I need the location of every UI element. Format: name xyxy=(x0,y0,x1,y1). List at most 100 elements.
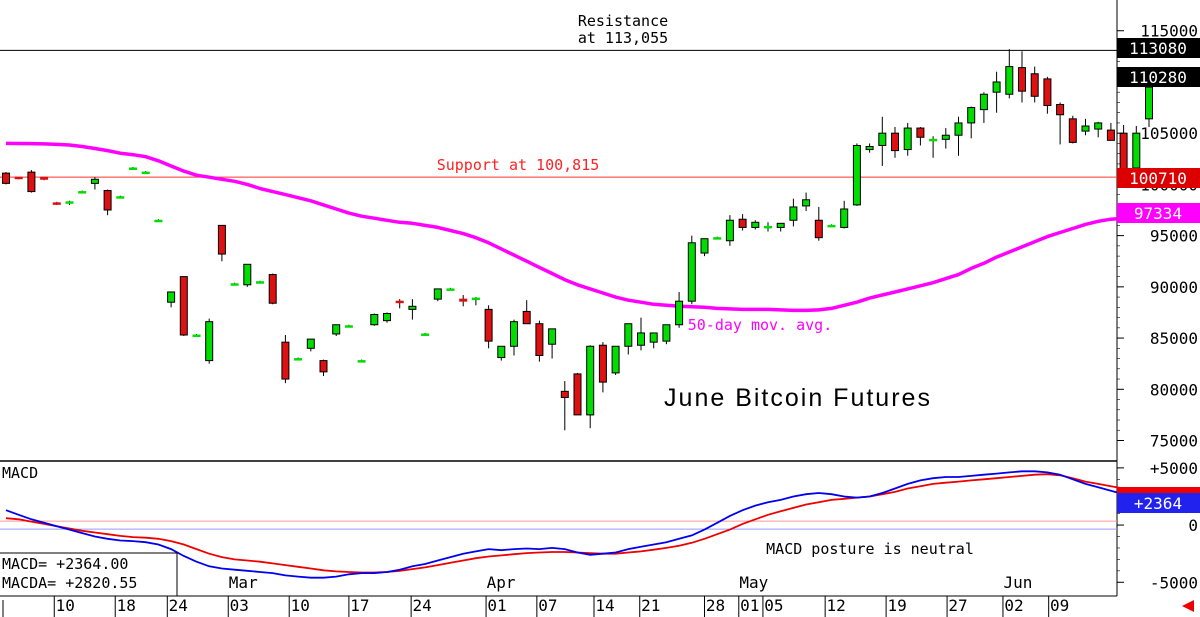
moving-average-line xyxy=(5,141,1163,313)
candle-body xyxy=(1018,67,1026,92)
candle-body xyxy=(624,323,633,347)
candle-body xyxy=(929,138,938,142)
candle-body xyxy=(751,221,760,228)
date-tick-label: 01 xyxy=(740,596,759,615)
candle-body xyxy=(497,345,506,359)
candle-body xyxy=(179,276,188,336)
candle-body xyxy=(1106,129,1115,141)
candle-body xyxy=(814,219,823,239)
candle-body xyxy=(78,191,87,194)
candle-body xyxy=(560,390,569,398)
candle-body xyxy=(167,291,176,303)
month-label: May xyxy=(739,573,768,592)
price-tick-label: 85000 xyxy=(1150,329,1198,348)
date-tick-label: 24 xyxy=(169,596,188,615)
date-tick-label: 27 xyxy=(948,596,967,615)
candle-body xyxy=(865,145,874,151)
date-tick-label: 19 xyxy=(887,596,906,615)
candle-body xyxy=(344,325,353,328)
candle-body xyxy=(789,206,798,221)
candle-body xyxy=(852,144,861,206)
candle-body xyxy=(383,312,391,322)
candle-body xyxy=(1068,118,1077,143)
candle-body xyxy=(1119,132,1128,173)
candle-body xyxy=(510,321,518,347)
macd-panel-title: MACD xyxy=(2,464,38,482)
candle-body xyxy=(217,224,226,255)
support-price-box xyxy=(1117,168,1200,188)
macd-tick-label: 0 xyxy=(1188,516,1198,535)
candle-body xyxy=(40,176,49,180)
candle-body xyxy=(141,171,150,175)
candle-body xyxy=(332,324,341,335)
candle-body xyxy=(1043,78,1052,107)
date-tick-label: 18 xyxy=(117,596,136,615)
moving-average-price-label: 97334 xyxy=(1134,204,1182,223)
candle-body xyxy=(611,345,620,374)
macd-price-label: +2364 xyxy=(1134,494,1182,513)
date-tick-label: 24 xyxy=(412,596,431,615)
candle-body xyxy=(535,323,544,356)
candle-body xyxy=(700,238,709,254)
candle-body xyxy=(1094,122,1103,130)
macd-price-box xyxy=(1117,493,1200,513)
date-tick-label: 01 xyxy=(487,596,506,615)
macd-tick-label: -5000 xyxy=(1150,573,1198,592)
candle-body xyxy=(459,298,468,302)
candle-body xyxy=(205,321,214,362)
macda-legend-value: MACDA= +2820.55 xyxy=(2,574,137,592)
price-tick-label: 90000 xyxy=(1150,278,1198,297)
candle-body xyxy=(675,300,684,326)
date-tick-label: 05 xyxy=(764,596,783,615)
candle-body xyxy=(192,334,201,337)
candle-body xyxy=(637,332,645,346)
candle-body xyxy=(90,178,99,184)
candle-body xyxy=(548,328,557,345)
candle-body xyxy=(903,127,912,151)
month-label: Jun xyxy=(1003,573,1032,592)
moving-average-annotation: 50-day mov. avg. xyxy=(688,316,833,334)
candle-body xyxy=(649,332,658,343)
date-tick-label: 10 xyxy=(291,596,310,615)
candle-body xyxy=(129,167,137,171)
candle-body xyxy=(687,242,696,302)
price-tick-label: 80000 xyxy=(1150,380,1198,399)
candle-body xyxy=(421,333,430,336)
candle-body xyxy=(1081,125,1090,132)
macd-note: MACD posture is neutral xyxy=(766,540,974,558)
candle-body xyxy=(840,208,849,228)
support-price-label: 100710 xyxy=(1129,169,1187,188)
candle-body xyxy=(27,171,36,193)
date-tick-label: 17 xyxy=(350,596,369,615)
candle-body xyxy=(243,263,252,286)
scroll-right-arrow-icon[interactable] xyxy=(1182,600,1194,612)
candle-body xyxy=(281,341,290,380)
candle-body xyxy=(1056,103,1065,116)
month-label: Mar xyxy=(229,573,258,592)
resistance-price-box xyxy=(1117,38,1200,58)
candle-body xyxy=(725,219,734,242)
candle-body xyxy=(484,308,493,342)
candle-body xyxy=(586,345,595,416)
candle-body xyxy=(230,283,239,286)
candle-body xyxy=(1145,86,1153,120)
macd-tick-label: +5000 xyxy=(1150,459,1198,478)
candle-body xyxy=(954,122,963,136)
candle-body xyxy=(1005,66,1014,95)
candle-body xyxy=(52,202,61,205)
price-tick-label: 115000 xyxy=(1140,22,1198,41)
date-tick-label: 21 xyxy=(641,596,660,615)
candle-body xyxy=(827,224,836,228)
candle-body xyxy=(713,237,722,240)
candle-body xyxy=(319,360,328,373)
candle-body xyxy=(256,281,264,284)
candle-body xyxy=(471,297,480,301)
price-tick-label: 75000 xyxy=(1150,432,1198,451)
candle-body xyxy=(941,134,950,140)
candle-body xyxy=(446,288,455,291)
candle-body xyxy=(891,132,899,152)
month-label: Apr xyxy=(487,573,516,592)
price-tick-label: 95000 xyxy=(1150,227,1198,246)
chart-title: June Bitcoin Futures xyxy=(664,384,932,412)
